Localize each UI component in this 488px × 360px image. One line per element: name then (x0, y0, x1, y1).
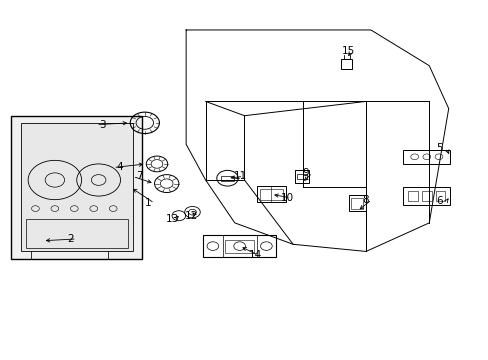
Bar (340, 59, 352, 69)
Bar (348, 195, 366, 211)
Bar (203, 235, 276, 257)
Bar (351, 198, 363, 208)
FancyBboxPatch shape (21, 123, 132, 251)
Bar (259, 189, 283, 200)
Bar (407, 191, 417, 202)
Text: 14: 14 (248, 250, 261, 260)
Bar (296, 174, 306, 179)
Text: 3: 3 (99, 120, 106, 130)
Bar (294, 170, 308, 183)
Text: 8: 8 (362, 195, 368, 204)
Text: 13: 13 (165, 214, 179, 224)
Text: 5: 5 (436, 143, 442, 153)
Bar (421, 191, 431, 202)
Text: 11: 11 (233, 171, 246, 181)
Bar (220, 176, 234, 181)
Bar (26, 219, 127, 248)
Bar (224, 240, 254, 252)
FancyBboxPatch shape (11, 116, 142, 258)
Bar (256, 186, 285, 202)
Text: 2: 2 (67, 234, 74, 244)
Text: 9: 9 (302, 168, 309, 178)
Text: 1: 1 (144, 198, 151, 208)
Bar (403, 150, 449, 164)
Text: 7: 7 (136, 171, 142, 181)
Bar (403, 187, 449, 205)
Text: 15: 15 (341, 46, 354, 57)
Text: 12: 12 (185, 211, 198, 221)
Text: 6: 6 (436, 197, 442, 206)
Text: 10: 10 (281, 193, 293, 203)
Bar (435, 191, 445, 202)
Text: 4: 4 (116, 162, 122, 172)
